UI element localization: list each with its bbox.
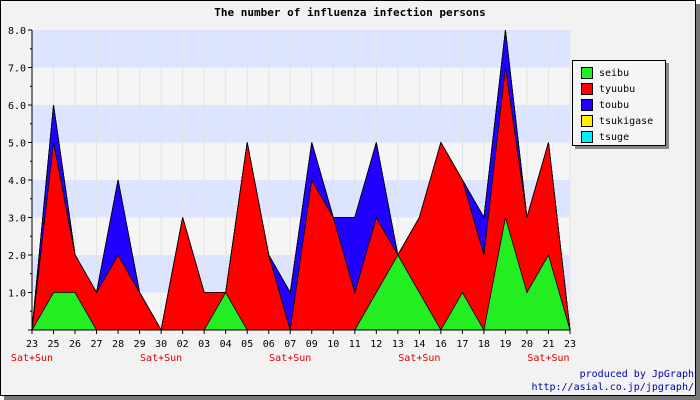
y-tick-label: 1.0 bbox=[8, 289, 26, 300]
legend-label: tsuge bbox=[599, 131, 630, 143]
y-tick-label: 8.0 bbox=[8, 26, 26, 37]
x-tick-label: 26 bbox=[69, 339, 81, 350]
legend-item-tyuubu: tyuubu bbox=[581, 82, 635, 96]
y-tick-labels: 1.0 2.0 3.0 4.0 5.0 6.0 7.0 8.0 bbox=[8, 26, 26, 300]
weekend-label: Sat+Sun bbox=[398, 353, 440, 364]
x-tick-label: 12 bbox=[370, 339, 382, 350]
x-tick-label: 23 bbox=[564, 339, 576, 350]
weekend-label: Sat+Sun bbox=[527, 353, 569, 364]
series-area-tyuubu bbox=[31, 67, 571, 332]
x-tick-label: 16 bbox=[435, 339, 447, 350]
y-tick-label: 5.0 bbox=[8, 139, 26, 150]
weekend-label: Sat+Sun bbox=[11, 353, 53, 364]
x-tick-label: 27 bbox=[91, 339, 103, 350]
chart-legend: seibu tyuubu toubu tsukigase tsuge bbox=[572, 60, 666, 146]
legend-item-toubu: toubu bbox=[581, 98, 629, 112]
x-tick-label: 20 bbox=[521, 339, 533, 350]
grid-band bbox=[32, 30, 570, 68]
x-tick-label: 03 bbox=[198, 339, 210, 350]
x-tick-label: 28 bbox=[112, 339, 124, 350]
legend-item-seibu: seibu bbox=[581, 66, 629, 80]
axes bbox=[28, 29, 571, 334]
x-tick-label: 17 bbox=[456, 339, 468, 350]
x-tick-label: 18 bbox=[478, 339, 490, 350]
footer-credit: produced by JpGraph bbox=[579, 369, 694, 380]
x-tick-label: 02 bbox=[177, 339, 189, 350]
legend-swatch bbox=[581, 83, 593, 95]
legend-label: tsukigase bbox=[599, 115, 654, 127]
legend-swatch bbox=[581, 99, 593, 111]
y-tick-label: 2.0 bbox=[8, 251, 26, 262]
footer-url[interactable]: http://asial.co.jp/jpgraph/ bbox=[531, 382, 694, 393]
y-tick-label: 3.0 bbox=[8, 214, 26, 225]
x-tick-label: 09 bbox=[306, 339, 318, 350]
legend-item-tsuge: tsuge bbox=[581, 130, 629, 144]
legend-label: toubu bbox=[599, 99, 630, 111]
x-tick-label: 14 bbox=[413, 339, 425, 350]
x-tick-label: 25 bbox=[47, 339, 59, 350]
x-tick-label: 30 bbox=[155, 339, 167, 350]
x-tick-label: 23 bbox=[26, 339, 38, 350]
legend-swatch bbox=[581, 115, 593, 127]
legend-label: seibu bbox=[599, 67, 630, 79]
y-tick-label: 4.0 bbox=[8, 176, 26, 187]
grid-band bbox=[32, 105, 570, 143]
chart-title: The number of influenza infection person… bbox=[214, 6, 486, 19]
x-tick-label: 11 bbox=[349, 339, 361, 350]
grid-band bbox=[32, 67, 570, 105]
legend-item-tsukigase: tsukigase bbox=[581, 114, 653, 128]
y-tick-label: 6.0 bbox=[8, 101, 26, 112]
x-tick-label: 19 bbox=[499, 339, 511, 350]
x-tick-label: 06 bbox=[263, 339, 275, 350]
x-tick-label: 05 bbox=[241, 339, 253, 350]
x-tick-labels: 23 25 26 27 28 29 30 02 03 04 05 06 07 09 10 11 12 13 14 16… bbox=[11, 339, 576, 364]
x-tick-label: 13 bbox=[392, 339, 404, 350]
x-tick-label: 21 bbox=[542, 339, 554, 350]
grid-band bbox=[32, 142, 570, 180]
series-areas bbox=[31, 29, 571, 332]
x-tick-label: 10 bbox=[327, 339, 339, 350]
weekend-label: Sat+Sun bbox=[140, 353, 182, 364]
x-tick-label: 29 bbox=[134, 339, 146, 350]
legend-swatch bbox=[581, 131, 593, 143]
weekend-label: Sat+Sun bbox=[269, 353, 311, 364]
legend-swatch bbox=[581, 67, 593, 79]
x-tick-label: 07 bbox=[284, 339, 296, 350]
legend-label: tyuubu bbox=[599, 83, 636, 95]
y-tick-label: 7.0 bbox=[8, 64, 26, 75]
x-tick-label: 04 bbox=[220, 339, 232, 350]
